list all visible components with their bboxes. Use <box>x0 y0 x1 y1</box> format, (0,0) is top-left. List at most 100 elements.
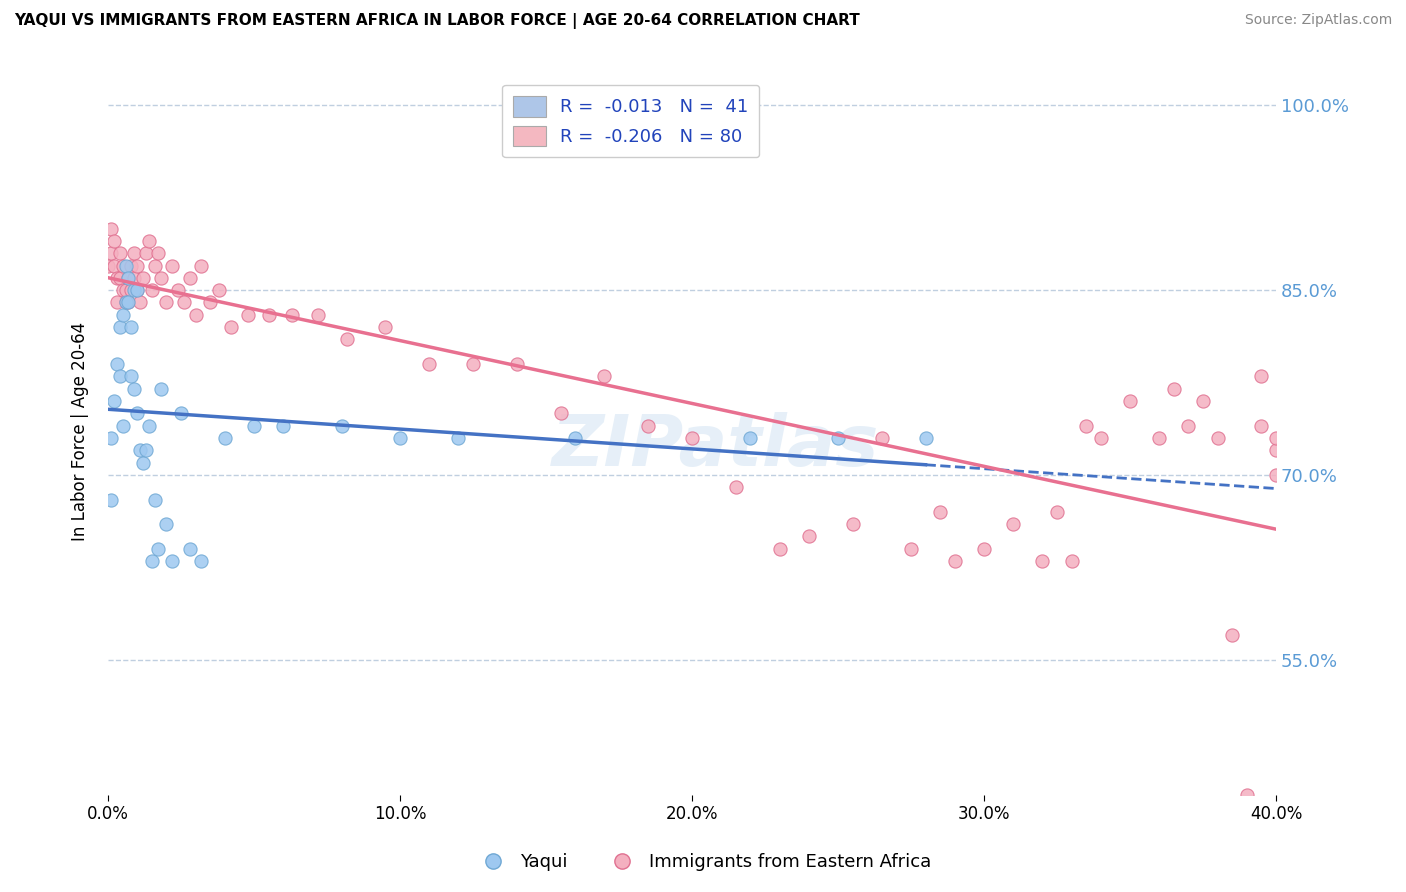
Point <box>943 554 966 568</box>
Point <box>143 492 166 507</box>
Point <box>564 431 586 445</box>
Point <box>129 443 152 458</box>
Point <box>103 394 125 409</box>
Point <box>117 271 139 285</box>
Point <box>132 271 155 285</box>
Point <box>1002 517 1025 532</box>
Point <box>138 418 160 433</box>
Point <box>236 308 259 322</box>
Point <box>184 308 207 322</box>
Point <box>108 320 131 334</box>
Point <box>108 271 131 285</box>
Point <box>111 259 134 273</box>
Point <box>336 333 359 347</box>
Point <box>114 259 136 273</box>
Point <box>418 357 440 371</box>
Point <box>1220 628 1243 642</box>
Point <box>105 295 128 310</box>
Point <box>841 517 863 532</box>
Point <box>637 418 659 433</box>
Text: YAQUI VS IMMIGRANTS FROM EASTERN AFRICA IN LABOR FORCE | AGE 20-64 CORRELATION C: YAQUI VS IMMIGRANTS FROM EASTERN AFRICA … <box>14 13 860 29</box>
Point <box>103 234 125 248</box>
Point <box>1046 505 1069 519</box>
Point <box>1265 467 1288 482</box>
Point <box>330 418 353 433</box>
Point <box>1119 394 1142 409</box>
Point <box>146 541 169 556</box>
Point <box>179 541 201 556</box>
Point <box>1250 369 1272 384</box>
Point <box>1177 418 1199 433</box>
Point <box>127 259 149 273</box>
Point <box>870 431 893 445</box>
Point <box>122 382 145 396</box>
Point <box>122 283 145 297</box>
Point <box>117 271 139 285</box>
Point <box>461 357 484 371</box>
Point <box>506 357 529 371</box>
Point <box>120 369 142 384</box>
Legend: R =  -0.013   N =  41, R =  -0.206   N = 80: R = -0.013 N = 41, R = -0.206 N = 80 <box>502 85 759 157</box>
Point <box>132 456 155 470</box>
Point <box>141 554 163 568</box>
Point <box>100 246 122 260</box>
Point <box>388 431 411 445</box>
Point <box>281 308 304 322</box>
Text: ZIPatlas: ZIPatlas <box>551 412 879 481</box>
Point <box>111 418 134 433</box>
Point <box>100 221 122 235</box>
Legend: Yaqui, Immigrants from Eastern Africa: Yaqui, Immigrants from Eastern Africa <box>468 847 938 879</box>
Point <box>160 259 183 273</box>
Point <box>1060 554 1083 568</box>
Point <box>103 259 125 273</box>
Point <box>173 295 195 310</box>
Point <box>219 320 242 334</box>
Point <box>374 320 396 334</box>
Point <box>108 246 131 260</box>
Point <box>190 259 212 273</box>
Point <box>114 295 136 310</box>
Point <box>797 529 820 543</box>
Point <box>1192 394 1215 409</box>
Point <box>593 369 616 384</box>
Point <box>155 517 177 532</box>
Point <box>1147 431 1170 445</box>
Point <box>129 295 152 310</box>
Point <box>257 308 280 322</box>
Point <box>111 308 134 322</box>
Point <box>447 431 470 445</box>
Point <box>120 283 142 297</box>
Point <box>198 295 221 310</box>
Point <box>120 259 142 273</box>
Point <box>122 246 145 260</box>
Point <box>550 406 572 420</box>
Point <box>929 505 952 519</box>
Point <box>1090 431 1112 445</box>
Point <box>179 271 201 285</box>
Point <box>681 431 703 445</box>
Point <box>155 295 177 310</box>
Point <box>208 283 231 297</box>
Point <box>271 418 294 433</box>
Point <box>105 271 128 285</box>
Point <box>1076 418 1098 433</box>
Point <box>127 406 149 420</box>
Point <box>1236 788 1258 802</box>
Point <box>114 283 136 297</box>
Point <box>117 295 139 310</box>
Point <box>1265 431 1288 445</box>
Point <box>127 283 149 297</box>
Point <box>214 431 236 445</box>
Point <box>724 480 747 494</box>
Point <box>740 431 762 445</box>
Point <box>114 295 136 310</box>
Point <box>1031 554 1053 568</box>
Point <box>138 234 160 248</box>
Y-axis label: In Labor Force | Age 20-64: In Labor Force | Age 20-64 <box>72 322 89 541</box>
Point <box>149 382 172 396</box>
Point <box>1250 418 1272 433</box>
Point <box>170 406 193 420</box>
Point <box>127 283 149 297</box>
Point <box>243 418 266 433</box>
Point <box>100 492 122 507</box>
